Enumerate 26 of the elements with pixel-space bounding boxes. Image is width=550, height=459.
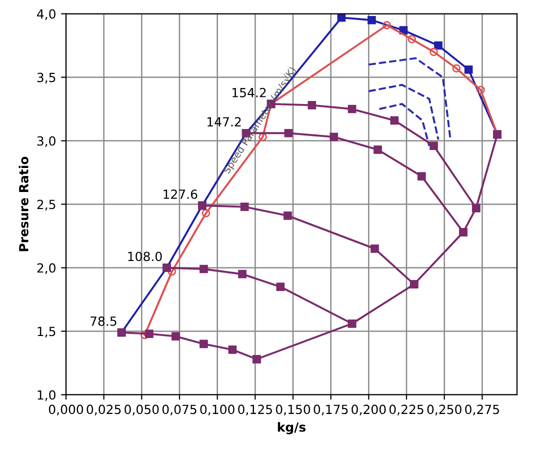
annotation: 147.2 xyxy=(208,117,241,126)
x-tick-label: 0,125 xyxy=(238,404,272,416)
x-tick-label: 0,025 xyxy=(86,404,121,416)
annotation: 108.0 xyxy=(128,252,162,262)
x-tick-label: 0,100 xyxy=(200,404,234,416)
x-tick-label: 0,225 xyxy=(389,404,424,416)
y-tick-label: 2,0 xyxy=(37,263,56,274)
y-tick-label: 2,5 xyxy=(37,200,56,210)
x-tick-label: 0,175 xyxy=(314,404,348,416)
x-tick-label: 0,075 xyxy=(162,404,196,416)
x-tick-label: 0,250 xyxy=(427,404,462,416)
y-tick-label: 1,5 xyxy=(38,326,56,338)
x-tick-label: 0,200 xyxy=(352,404,386,416)
annotation: 154.2 xyxy=(232,88,266,98)
x-tick-label: 0,050 xyxy=(124,404,159,416)
y-tick-label: 1,0 xyxy=(38,390,56,401)
annotation: 127.6 xyxy=(164,189,198,199)
y-tick-label: 3,5 xyxy=(37,72,56,84)
x-tick-label: 0,000 xyxy=(48,404,84,416)
x-tick-label: 0,275 xyxy=(465,404,499,416)
y-axis-title: Presure Ratio xyxy=(18,156,28,252)
x-axis-title: kg/s xyxy=(278,422,306,434)
y-tick-label: 4,0 xyxy=(37,9,56,20)
annotation: 78.5 xyxy=(90,316,116,326)
x-tick-label: 0,150 xyxy=(276,404,310,416)
y-tick-label: 3,0 xyxy=(37,136,56,147)
